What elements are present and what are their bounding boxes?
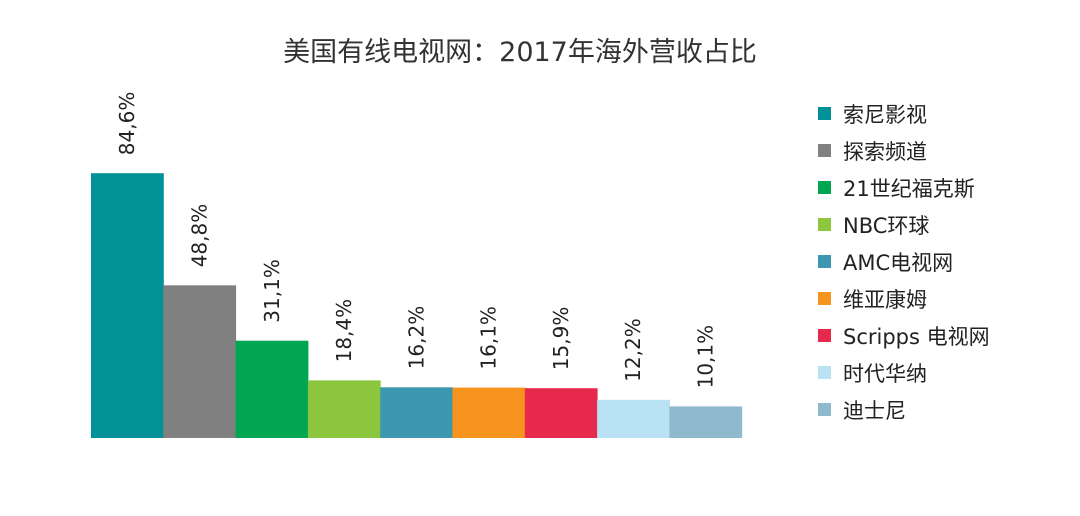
legend-swatch (818, 403, 831, 416)
legend-item: Scripps 电视网 (818, 317, 990, 354)
bar-value-label: 31,1% (260, 259, 284, 323)
bar-4 (307, 380, 381, 438)
chart-title: 美国有线电视网：2017年海外营收占比 (283, 37, 757, 68)
bar-2 (163, 285, 237, 438)
legend-label: 探索频道 (843, 139, 927, 164)
legend-item: 21世纪福克斯 (818, 169, 990, 206)
legend-swatch (818, 144, 831, 157)
legend-label: 维亚康姆 (843, 287, 927, 312)
bar-3 (235, 340, 309, 438)
bar-chart-plot: 84,6% 48,8% 31,1% 18,4% 16,2% 16,1% 15,9% 12,2%… (91, 92, 743, 438)
legend-label: 时代华纳 (843, 361, 927, 386)
legend-swatch (818, 218, 831, 231)
legend-swatch (818, 107, 831, 120)
legend-item: AMC电视网 (818, 243, 990, 280)
legend-swatch (818, 329, 831, 342)
bar-8 (597, 399, 670, 438)
legend-label: NBC环球 (843, 213, 930, 238)
legend-label: 迪士尼 (843, 398, 906, 423)
bar-value-label: 18,4% (332, 299, 356, 363)
legend-swatch (818, 366, 831, 379)
legend-swatch (818, 181, 831, 194)
bar-value-label: 12,2% (621, 318, 645, 382)
legend-item: 索尼影视 (818, 95, 990, 132)
legend-item: 迪士尼 (818, 391, 990, 428)
bar-value-label: 16,2% (404, 306, 428, 370)
legend-item: NBC环球 (818, 206, 990, 243)
legend-label: AMC电视网 (843, 250, 954, 275)
bar-value-label: 84,6% (115, 92, 139, 156)
chart-legend: 索尼影视探索频道 21世纪福克斯 NBC环球 AMC电视网 维亚康姆 Scripps 电视… (818, 95, 990, 428)
bar-value-label: 10,1% (694, 325, 718, 389)
bar-1 (91, 173, 164, 438)
bar-9 (669, 406, 743, 438)
legend-label: 索尼影视 (843, 102, 927, 127)
legend-label: Scripps 电视网 (843, 324, 990, 349)
legend-item: 维亚康姆 (818, 280, 990, 317)
bar-5 (380, 387, 453, 438)
legend-item: 探索频道 (818, 132, 990, 169)
bar-value-label: 15,9% (549, 307, 573, 371)
bar-value-label: 48,8% (188, 204, 212, 268)
legend-label: 21世纪福克斯 (843, 176, 975, 201)
legend-item: 时代华纳 (818, 354, 990, 391)
legend-swatch (818, 255, 831, 268)
bar-7 (524, 388, 598, 438)
bar-6 (452, 387, 526, 438)
bar-value-label: 16,1% (477, 306, 501, 370)
legend-swatch (818, 292, 831, 305)
